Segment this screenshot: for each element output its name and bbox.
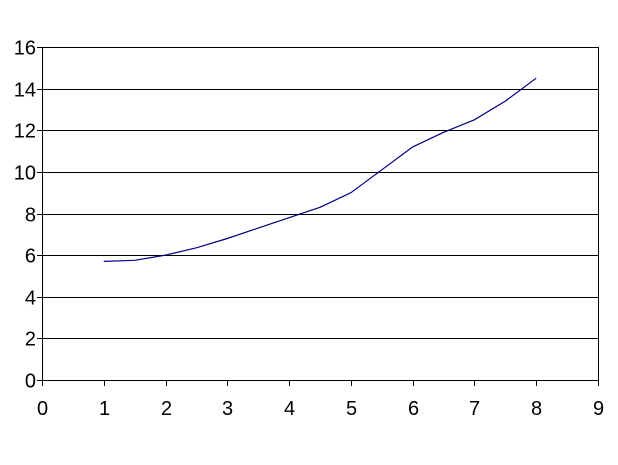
y-tick-label: 0 [25, 371, 36, 393]
x-tick-label: 4 [284, 398, 295, 420]
y-tick-label: 16 [14, 38, 36, 60]
y-tick-labels: 0 2 4 6 8 10 12 14 16 [14, 38, 36, 393]
x-tick-label: 7 [469, 398, 480, 420]
y-tick-label: 6 [25, 246, 36, 268]
x-tick-label: 2 [161, 398, 172, 420]
x-tick-label: 5 [346, 398, 357, 420]
axes [37, 47, 599, 386]
x-tick-label: 6 [408, 398, 419, 420]
y-tick-label: 10 [14, 163, 36, 185]
y-tick-label: 8 [25, 205, 36, 227]
series-line-0 [103, 77, 537, 262]
gridlines [42, 47, 598, 339]
x-tick-label: 0 [37, 398, 48, 420]
x-tick-label: 3 [222, 398, 233, 420]
y-tick-label: 14 [14, 80, 36, 102]
x-tick-label: 1 [99, 398, 110, 420]
series [103, 77, 537, 262]
y-tick-label: 2 [25, 329, 36, 351]
y-tick-label: 4 [25, 288, 36, 310]
y-tick-label: 12 [14, 121, 36, 143]
x-tick-label: 9 [593, 398, 604, 420]
x-tick-labels: 0 1 2 3 4 5 6 7 8 9 [37, 398, 604, 420]
x-tick-label: 8 [531, 398, 542, 420]
